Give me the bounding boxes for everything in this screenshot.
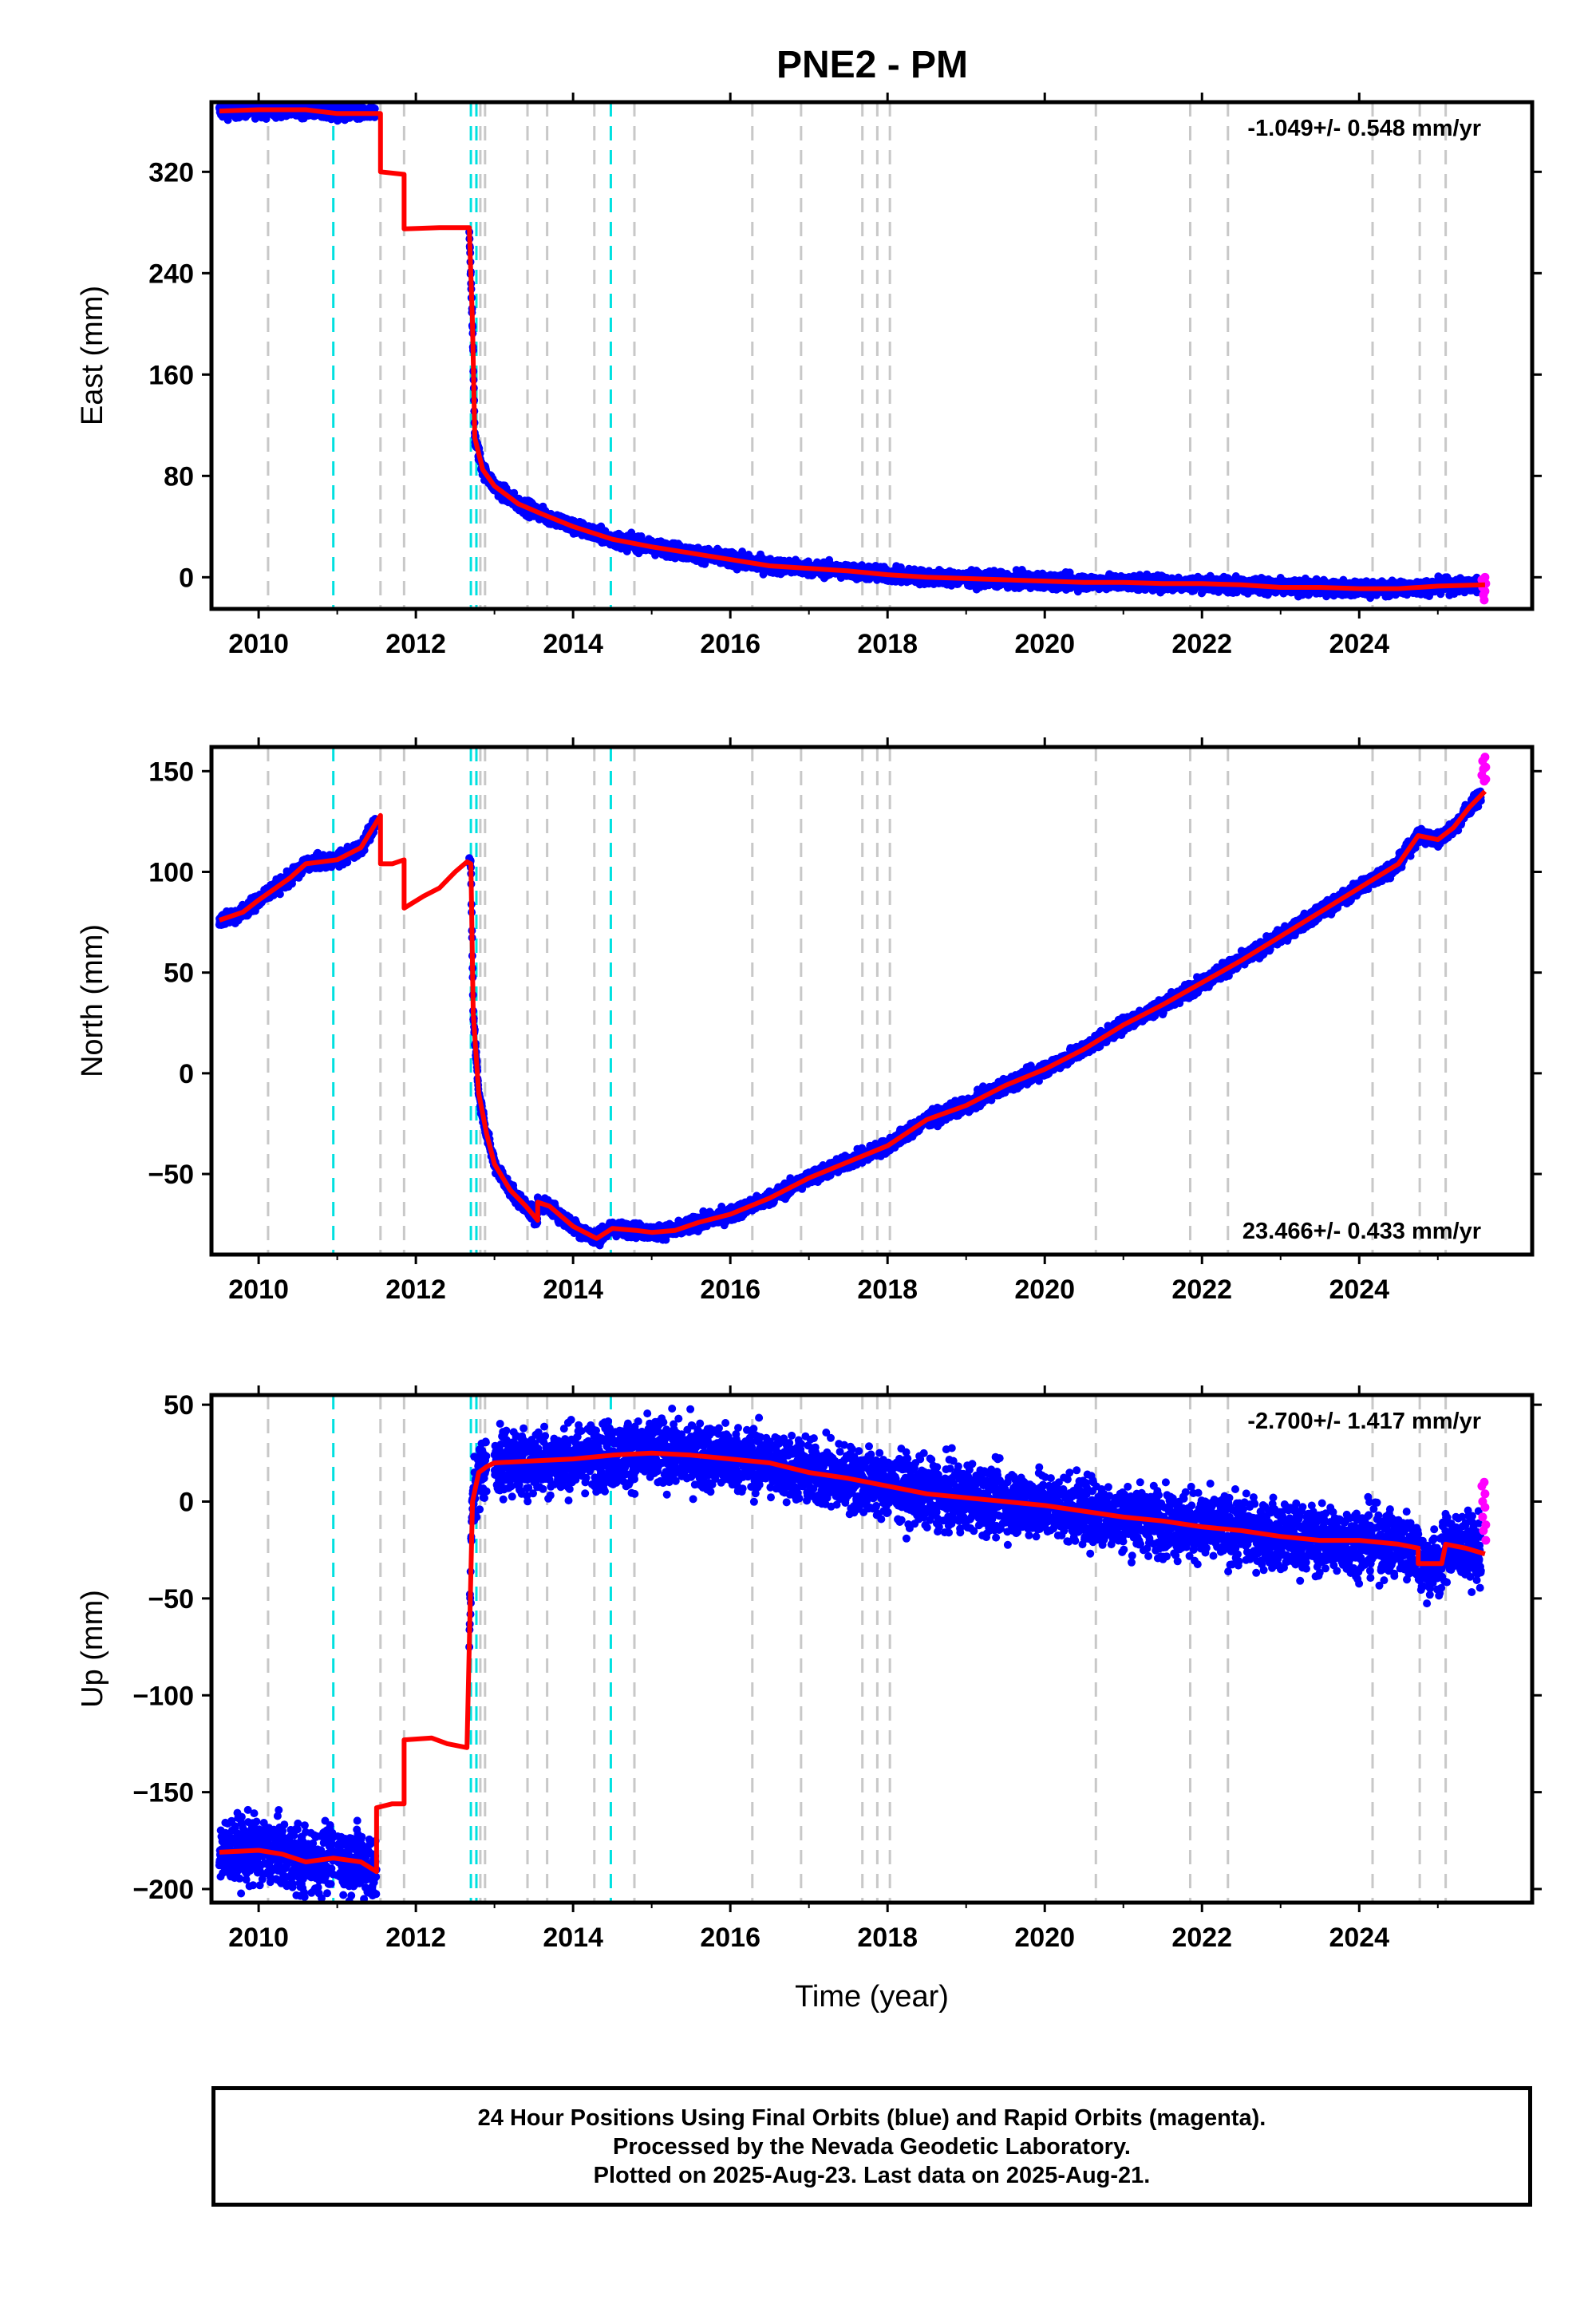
east-plot-area [215,102,1491,609]
chart-title: PNE2 - PM [776,44,968,86]
panel-east: 2010 2012 2014 2016 2018 2020 2022 202432024016… [76,93,1542,659]
east-final-points [215,102,1485,603]
east-data-point [370,105,379,113]
